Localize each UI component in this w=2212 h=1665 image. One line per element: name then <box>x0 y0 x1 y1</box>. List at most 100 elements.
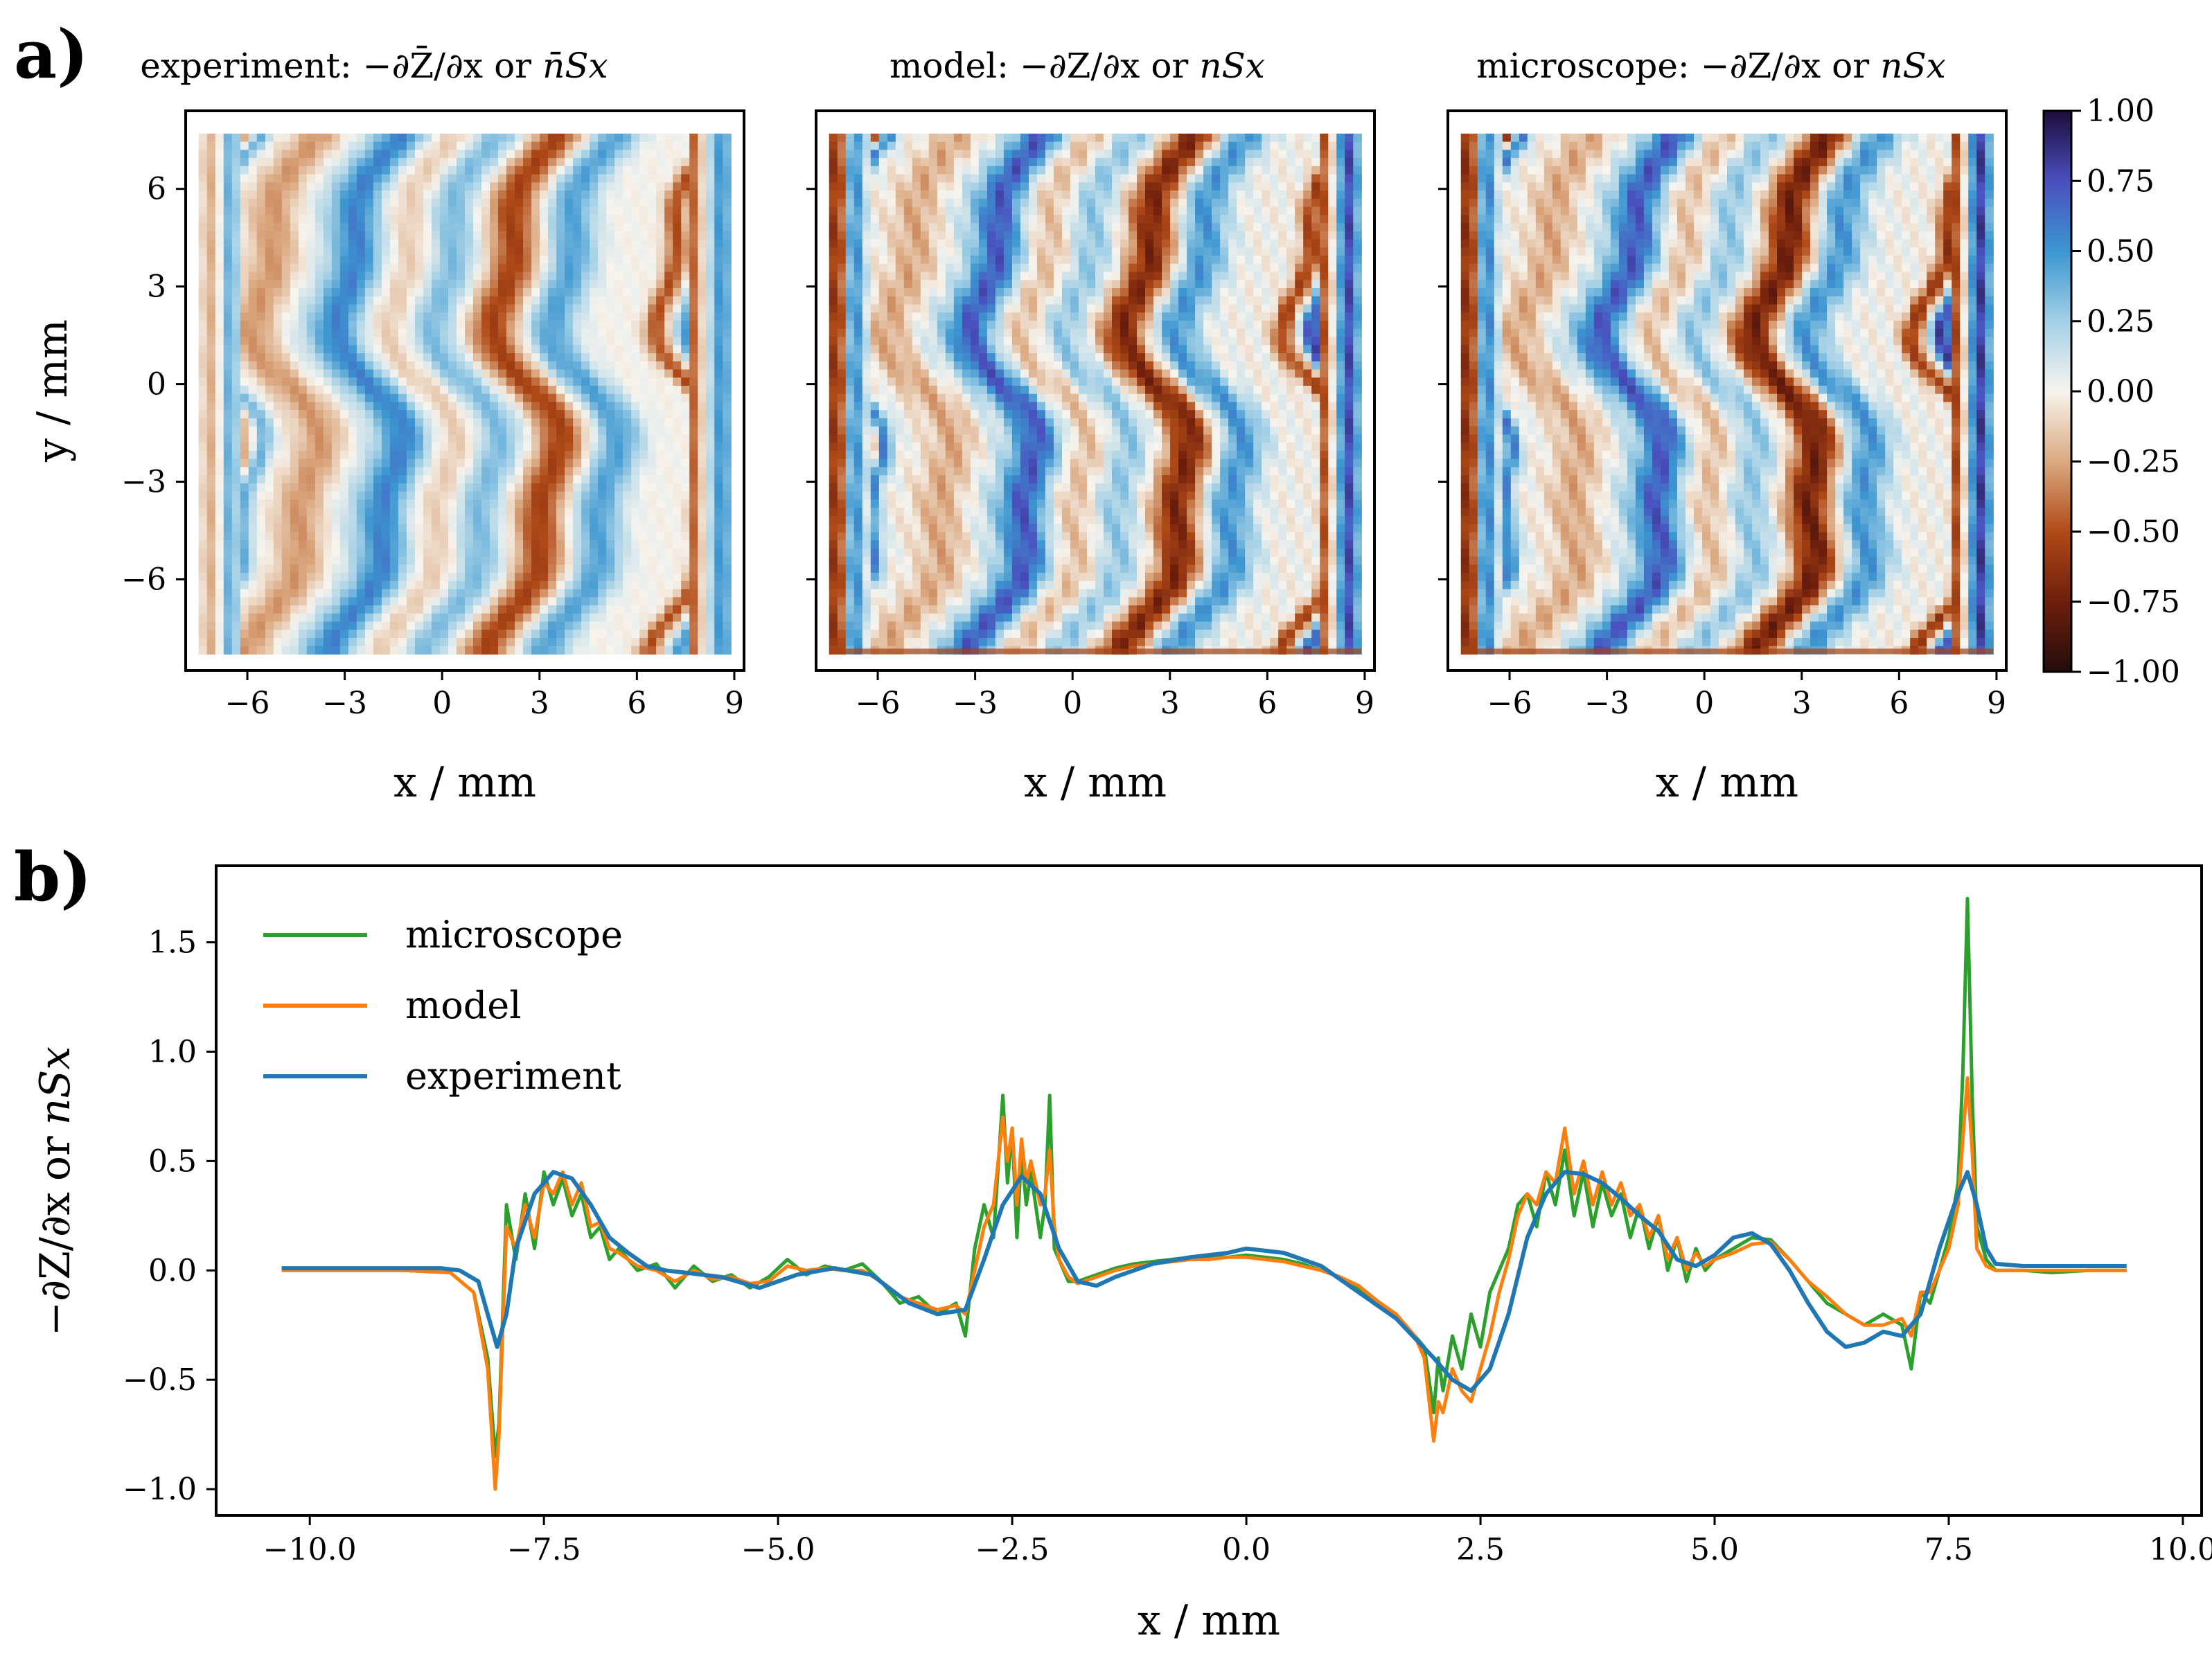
heatmap-cell <box>1336 231 1345 240</box>
heatmap-cell <box>332 394 341 402</box>
heatmap-cell <box>332 581 341 589</box>
heatmap-cell <box>556 638 565 646</box>
heatmap-cell <box>357 134 366 142</box>
heatmap-cell <box>573 362 582 370</box>
heatmap-cell <box>1295 231 1304 240</box>
heatmap-cell <box>498 573 507 581</box>
heatmap-cell <box>232 377 241 386</box>
heatmap-cell <box>598 296 607 305</box>
heatmap-cell <box>332 557 341 565</box>
heatmap-cell <box>481 638 490 646</box>
heatmap-cell <box>1079 215 1088 223</box>
heatmap-cell <box>407 492 416 500</box>
heatmap-cell <box>249 369 258 377</box>
heatmap-cell <box>648 532 657 540</box>
heatmap-cell <box>1220 158 1229 166</box>
heatmap-cell <box>1203 207 1212 215</box>
heatmap-cell <box>1295 142 1304 150</box>
heatmap-cell <box>199 475 208 483</box>
heatmap-cell <box>614 459 623 468</box>
heatmap-cell <box>307 646 316 655</box>
heatmap-cell <box>365 516 374 524</box>
heatmap-cell <box>648 272 657 281</box>
heatmap-cell <box>465 256 474 264</box>
heatmap-cell <box>631 288 640 296</box>
heatmap-cell <box>1162 166 1171 175</box>
heatmap-cell <box>1286 207 1295 215</box>
heatmap-cell <box>515 353 524 362</box>
heatmap-cell <box>531 483 540 492</box>
heatmap-cell <box>698 272 707 281</box>
heatmap-cell <box>581 353 590 362</box>
heatmap-cell <box>987 207 996 215</box>
heatmap-cell <box>307 321 316 329</box>
heatmap-cell <box>1262 150 1271 158</box>
heatmap-cell <box>332 508 341 516</box>
heatmap-cell <box>357 557 366 565</box>
heatmap-cell <box>565 646 574 655</box>
heatmap-cell <box>506 312 515 321</box>
heatmap-cell <box>681 434 690 443</box>
heatmap-xtick-label: 0 <box>432 686 452 721</box>
heatmap-cell <box>681 475 690 483</box>
heatmap-cell <box>1245 215 1254 223</box>
heatmap-cell <box>946 175 955 183</box>
heatmap-cell <box>698 199 707 207</box>
heatmap-cell <box>348 524 357 533</box>
heatmap-cell <box>232 264 241 272</box>
heatmap-cell <box>1137 215 1146 223</box>
heatmap-cell <box>207 369 216 377</box>
heatmap-cell <box>224 329 233 337</box>
heatmap-cell <box>282 646 291 655</box>
heatmap-cell <box>962 207 971 215</box>
heatmap-cell <box>498 175 507 183</box>
heatmap-cell <box>714 451 723 459</box>
heatmap-cell <box>290 638 299 646</box>
heatmap-cell <box>365 646 374 655</box>
heatmap-cell <box>257 369 266 377</box>
heatmap-cell <box>523 240 532 248</box>
heatmap-cell <box>1062 240 1071 248</box>
heatmap-cell <box>373 475 382 483</box>
heatmap-cell <box>681 158 690 166</box>
heatmap-cell <box>481 199 490 207</box>
heatmap-cell <box>506 150 515 158</box>
heatmap-cell <box>573 240 582 248</box>
heatmap-cell <box>290 418 299 427</box>
heatmap-cell <box>199 305 208 313</box>
heatmap-cell <box>565 256 574 264</box>
heatmap-cell <box>548 353 557 362</box>
heatmap-cell <box>390 614 399 622</box>
heatmap-cell <box>240 199 249 207</box>
heatmap-cell <box>315 564 324 573</box>
heatmap-cell <box>299 190 308 199</box>
heatmap-cell <box>432 605 441 614</box>
heatmap-cell <box>1037 142 1046 150</box>
heatmap-cell <box>565 362 574 370</box>
heatmap-cell <box>698 329 707 337</box>
heatmap-cell <box>324 630 333 638</box>
heatmap-cell <box>465 557 474 565</box>
heatmap-cell <box>573 158 582 166</box>
heatmap-cell <box>556 434 565 443</box>
heatmap-cell <box>365 207 374 215</box>
heatmap-cell <box>581 377 590 386</box>
heatmap-cell <box>274 134 283 142</box>
heatmap-cell <box>598 573 607 581</box>
heatmap-cell <box>340 150 349 158</box>
heatmap-cell <box>473 475 482 483</box>
heatmap-cell <box>598 377 607 386</box>
heatmap-cell <box>232 312 241 321</box>
heatmap-cell <box>598 223 607 231</box>
heatmap-cell <box>315 532 324 540</box>
heatmap-cell <box>282 175 291 183</box>
heatmap-cell <box>257 142 266 150</box>
heatmap-cell <box>465 199 474 207</box>
heatmap-cell <box>698 288 707 296</box>
heatmap-cell <box>390 345 399 353</box>
heatmap-cell <box>240 190 249 199</box>
heatmap-cell <box>548 427 557 435</box>
heatmap-cell <box>1079 240 1088 248</box>
heatmap-cell <box>340 646 349 655</box>
heatmap-cell <box>515 573 524 581</box>
